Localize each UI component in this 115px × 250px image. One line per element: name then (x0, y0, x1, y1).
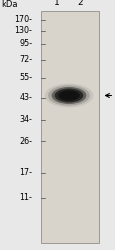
Text: 43-: 43- (19, 93, 32, 102)
Ellipse shape (44, 84, 93, 108)
Text: 72-: 72- (19, 55, 32, 64)
Text: kDa: kDa (1, 0, 17, 9)
Text: 11-: 11- (19, 193, 32, 202)
Text: 130-: 130- (14, 26, 32, 35)
Text: 95-: 95- (19, 39, 32, 48)
Ellipse shape (62, 92, 75, 99)
Text: 2: 2 (77, 0, 83, 7)
Ellipse shape (54, 88, 83, 102)
Text: 170-: 170- (14, 16, 32, 24)
Ellipse shape (58, 90, 79, 101)
Text: 34-: 34- (19, 115, 32, 124)
Text: 17-: 17- (19, 168, 32, 177)
Bar (41, 10, 98, 242)
Text: 55-: 55- (19, 74, 32, 82)
Ellipse shape (48, 85, 89, 106)
Text: 1: 1 (53, 0, 59, 7)
Ellipse shape (51, 87, 86, 104)
Text: 26-: 26- (19, 137, 32, 146)
